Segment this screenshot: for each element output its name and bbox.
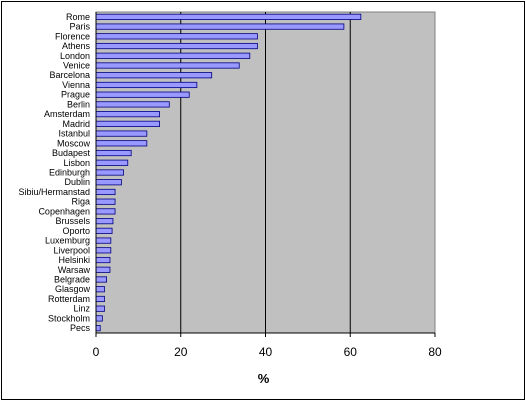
category-label-luxemburg: Luxemburg: [45, 236, 90, 246]
category-label-rome: Rome: [66, 12, 90, 22]
bar-copenhagen: [95, 208, 116, 215]
x-axis-title: %: [258, 371, 270, 386]
category-label-edinburgh: Edinburgh: [49, 168, 90, 178]
bar-sibiu-hermanstad: [95, 188, 116, 196]
bar-stockholm: [95, 315, 103, 322]
bar-istanbul: [95, 130, 148, 137]
bar-brussels: [95, 218, 114, 225]
category-label-helsinki: Helsinki: [58, 255, 90, 265]
bar-prague: [95, 91, 190, 98]
bar-warsaw: [95, 266, 111, 273]
bar-barcelona: [95, 72, 213, 79]
category-label-glasgow: Glasgow: [55, 284, 91, 294]
bar-luxemburg: [95, 237, 112, 244]
category-label-athens: Athens: [62, 41, 91, 51]
bar-moscow: [95, 140, 148, 147]
bar-paris: [95, 23, 345, 30]
category-label-budapest: Budapest: [52, 148, 91, 158]
bar-athens: [95, 42, 258, 50]
bar-berlin: [95, 101, 170, 108]
bar-madrid: [95, 120, 160, 127]
category-label-vienna: Vienna: [62, 80, 90, 90]
category-label-belgrade: Belgrade: [54, 275, 90, 285]
category-label-moscow: Moscow: [57, 138, 91, 148]
category-label-barcelona: Barcelona: [49, 70, 90, 80]
bar-pecs: [95, 325, 101, 332]
bar-oporto: [95, 227, 113, 234]
x-tick-label-0: 0: [93, 345, 100, 359]
category-label-florence: Florence: [55, 31, 90, 41]
category-label-stockholm: Stockholm: [48, 313, 90, 323]
category-label-lisbon: Lisbon: [63, 158, 90, 168]
category-label-prague: Prague: [61, 90, 90, 100]
bar-helsinki: [95, 256, 111, 264]
category-label-brussels: Brussels: [55, 216, 90, 226]
bar-glasgow: [95, 286, 105, 293]
bar-edinburgh: [95, 169, 124, 176]
bar-riga: [95, 198, 116, 205]
bar-amsterdam: [95, 111, 160, 118]
category-label-dublin: Dublin: [64, 177, 90, 187]
x-tick-label-60: 60: [344, 345, 358, 359]
bar-rotterdam: [95, 295, 105, 303]
category-label-paris: Paris: [69, 22, 90, 32]
category-label-amsterdam: Amsterdam: [44, 109, 90, 119]
category-label-rotterdam: Rotterdam: [48, 294, 90, 304]
category-label-venice: Venice: [63, 61, 90, 71]
category-label-berlin: Berlin: [67, 99, 90, 109]
bar-venice: [95, 62, 240, 69]
category-label-london: London: [60, 51, 90, 61]
category-label-pecs: Pecs: [70, 323, 91, 333]
category-label-linz: Linz: [73, 304, 90, 314]
category-label-oporto: Oporto: [62, 226, 90, 236]
bar-liverpool: [95, 247, 112, 254]
bar-linz: [95, 305, 105, 312]
x-tick-label-40: 40: [259, 345, 273, 359]
x-tick-label-80: 80: [428, 345, 442, 359]
category-label-copenhagen: Copenhagen: [38, 206, 90, 216]
bar-london: [95, 52, 251, 59]
x-tick-label-20: 20: [174, 345, 188, 359]
bar-rome: [95, 13, 362, 20]
bar-dublin: [95, 179, 122, 186]
bar-belgrade: [95, 276, 107, 283]
category-label-warsaw: Warsaw: [58, 265, 91, 275]
category-label-madrid: Madrid: [62, 119, 90, 129]
category-label-istanbul: Istanbul: [58, 129, 90, 139]
category-label-liverpool: Liverpool: [53, 245, 90, 255]
bar-florence: [95, 33, 258, 40]
category-label-sibiu-hermanstad: Sibiu/Hermanstad: [18, 187, 90, 197]
bar-budapest: [95, 149, 132, 157]
bar-vienna: [95, 81, 198, 89]
bar-lisbon: [95, 159, 129, 166]
category-label-riga: Riga: [71, 197, 90, 207]
